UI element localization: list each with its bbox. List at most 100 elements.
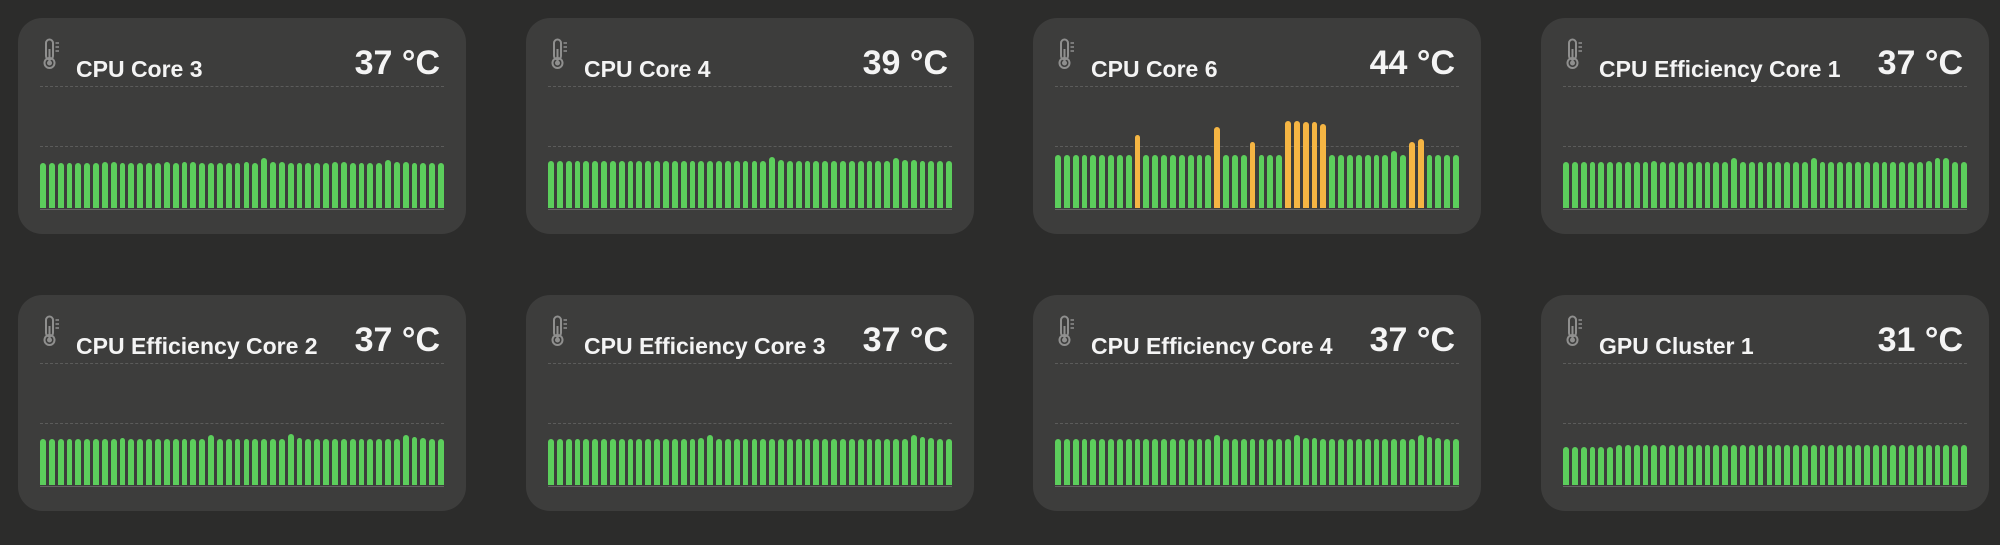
sensor-card[interactable]: CPU Efficiency Core 3 37 °C bbox=[526, 295, 974, 511]
temperature-bar bbox=[101, 439, 108, 485]
chart-gridline bbox=[1055, 86, 1459, 87]
temperature-bar bbox=[1453, 439, 1459, 485]
temperature-bar bbox=[234, 439, 241, 485]
temperature-bar bbox=[48, 163, 55, 208]
temperature-bar bbox=[181, 162, 188, 208]
sensor-card[interactable]: CPU Efficiency Core 1 37 °C bbox=[1541, 18, 1989, 234]
sensor-card[interactable]: CPU Efficiency Core 4 37 °C bbox=[1033, 295, 1481, 511]
chart-gridline bbox=[1563, 423, 1967, 424]
temperature-bar bbox=[261, 439, 268, 485]
temperature-bar bbox=[671, 160, 678, 208]
temperature-bar bbox=[636, 160, 643, 208]
temperature-bar bbox=[438, 163, 444, 208]
temperature-bar bbox=[1943, 158, 1950, 208]
temperature-bar bbox=[1952, 162, 1959, 208]
temperature-bar bbox=[1187, 154, 1194, 208]
temperature-bar bbox=[331, 439, 338, 485]
temperature-bar bbox=[1223, 439, 1229, 485]
temperature-bar bbox=[813, 439, 820, 485]
temperature-bar bbox=[795, 160, 802, 208]
sensor-card[interactable]: GPU Cluster 1 31 °C bbox=[1541, 295, 1989, 511]
sensor-card[interactable]: CPU Efficiency Core 2 37 °C bbox=[18, 295, 466, 511]
temperature-bar bbox=[760, 439, 767, 485]
temperature-bar bbox=[893, 158, 899, 208]
temperature-bar bbox=[75, 439, 82, 485]
temperature-bar bbox=[618, 160, 625, 208]
temperature-history-chart bbox=[548, 361, 952, 487]
temperature-bar bbox=[252, 163, 259, 208]
temperature-bar bbox=[1408, 439, 1415, 485]
chart-gridline bbox=[40, 363, 444, 364]
temperature-bar bbox=[1143, 439, 1150, 485]
temperature-bar bbox=[910, 159, 917, 208]
chart-bars bbox=[548, 84, 952, 208]
temperature-bar bbox=[680, 160, 687, 208]
temperature-bar bbox=[1899, 445, 1906, 485]
temperature-bar bbox=[57, 439, 64, 485]
temperature-bar bbox=[689, 160, 696, 208]
temperature-bar bbox=[1099, 154, 1106, 208]
temperature-bar bbox=[1329, 439, 1336, 485]
temperature-bar bbox=[1616, 445, 1622, 485]
temperature-bar bbox=[1125, 154, 1132, 208]
temperature-bar bbox=[839, 439, 846, 485]
temperature-bar bbox=[1099, 439, 1106, 485]
chart-gridline bbox=[1055, 363, 1459, 364]
temperature-bar bbox=[1187, 439, 1194, 485]
sensor-title: CPU Core 4 bbox=[584, 56, 711, 82]
temperature-bar bbox=[1563, 162, 1569, 208]
sensor-card[interactable]: CPU Core 4 39 °C bbox=[526, 18, 974, 234]
sensor-card[interactable]: CPU Core 6 44 °C bbox=[1033, 18, 1481, 234]
temperature-bar bbox=[323, 439, 329, 485]
temperature-bar bbox=[1196, 439, 1203, 485]
temperature-bar bbox=[627, 160, 634, 208]
temperature-bar bbox=[1382, 154, 1389, 208]
temperature-bar bbox=[1338, 439, 1344, 485]
temperature-bar bbox=[190, 162, 197, 208]
temperature-bar bbox=[1784, 445, 1791, 485]
temperature-bar bbox=[1881, 162, 1888, 208]
sensor-temperature: 37 °C bbox=[354, 44, 440, 82]
chart-gridline bbox=[1055, 423, 1459, 424]
temperature-bar bbox=[1276, 439, 1283, 485]
temperature-bar bbox=[243, 162, 250, 208]
temperature-bar bbox=[243, 439, 250, 485]
sensor-title: CPU Core 6 bbox=[1091, 56, 1218, 82]
temperature-bar bbox=[1338, 154, 1344, 208]
sensor-title: GPU Cluster 1 bbox=[1599, 333, 1754, 359]
temperature-bar bbox=[919, 160, 926, 208]
temperature-bar bbox=[1624, 445, 1631, 485]
temperature-bar bbox=[654, 439, 660, 485]
temperature-bar bbox=[1810, 158, 1817, 208]
sensor-temperature: 37 °C bbox=[862, 321, 948, 359]
temperature-bar bbox=[707, 435, 714, 485]
temperature-bar bbox=[340, 162, 347, 208]
chart-gridline bbox=[1563, 86, 1967, 87]
temperature-bar bbox=[1846, 445, 1852, 485]
temperature-bar bbox=[1081, 439, 1088, 485]
temperature-bar bbox=[822, 439, 829, 485]
temperature-bar bbox=[1364, 154, 1371, 208]
temperature-history-chart bbox=[1055, 84, 1459, 210]
temperature-bar bbox=[707, 160, 714, 208]
sensor-card[interactable]: CPU Core 3 37 °C bbox=[18, 18, 466, 234]
temperature-bar bbox=[1293, 435, 1300, 485]
temperature-bar bbox=[146, 163, 152, 208]
temperature-bar bbox=[627, 439, 634, 485]
temperature-bar bbox=[1704, 445, 1711, 485]
temperature-bar bbox=[645, 160, 652, 208]
temperature-bar bbox=[57, 163, 64, 208]
chart-baseline bbox=[1563, 486, 1967, 487]
temperature-bar bbox=[733, 439, 740, 485]
temperature-bar bbox=[1125, 439, 1132, 485]
temperature-bar bbox=[1952, 445, 1959, 485]
temperature-bar bbox=[385, 439, 391, 485]
temperature-bar bbox=[305, 163, 312, 208]
sensor-title: CPU Efficiency Core 2 bbox=[76, 333, 318, 359]
temperature-bar bbox=[680, 439, 687, 485]
temperature-bar bbox=[556, 160, 563, 208]
temperature-bar bbox=[1329, 154, 1336, 208]
temperature-bar bbox=[1925, 445, 1932, 485]
temperature-bar bbox=[724, 439, 731, 485]
temperature-bar bbox=[1739, 445, 1746, 485]
